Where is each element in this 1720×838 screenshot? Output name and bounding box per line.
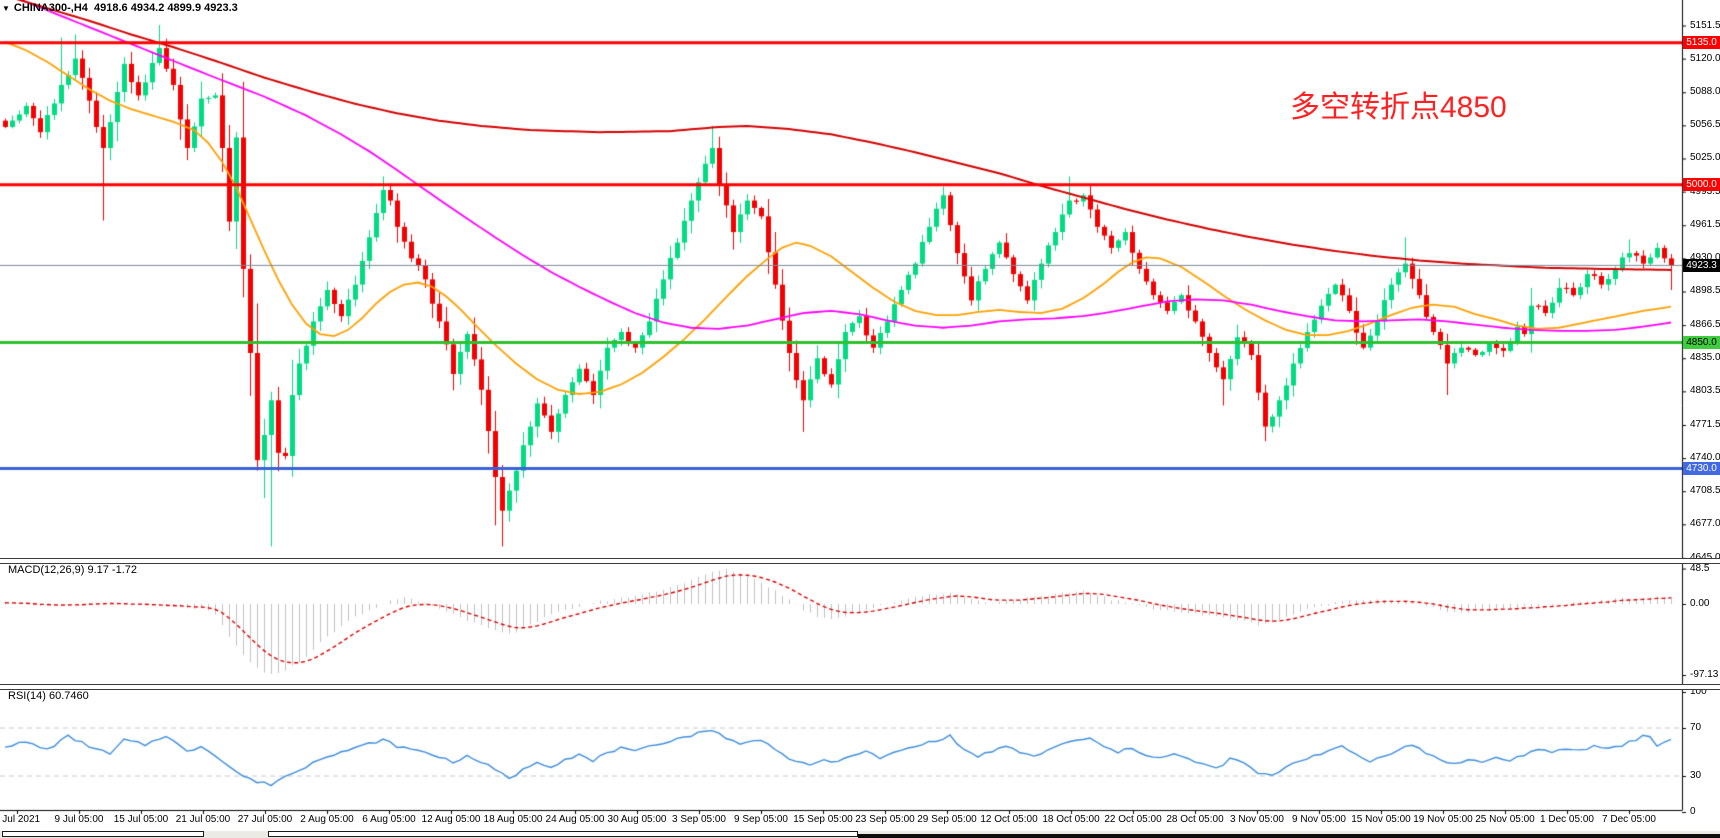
time-tick-label: 1 Dec 05:00 <box>1540 814 1594 825</box>
price-tick-label: 4835.0 <box>1690 352 1720 364</box>
pane-splitter-main-macd[interactable] <box>0 558 1720 564</box>
price-badge-support-4730: 4730.0 <box>1683 462 1720 476</box>
price-tick-label: 5025.0 <box>1690 152 1720 164</box>
time-tick-label: 30 Aug 05:00 <box>607 814 667 825</box>
macd-tick-label: -97.13 <box>1690 669 1719 680</box>
price-tick-label: 5088.0 <box>1690 86 1720 98</box>
time-tick-label: 9 Sep 05:00 <box>734 814 788 825</box>
price-badge-bid: 4923.3 <box>1683 258 1720 272</box>
macd-tick-label: 48.5 <box>1690 562 1710 574</box>
scrollbar-segment[interactable] <box>268 831 858 837</box>
time-tick-label: 21 Jul 05:00 <box>175 814 231 825</box>
time-tick-label: 18 Oct 05:00 <box>1042 814 1100 825</box>
time-tick-label: 7 Dec 05:00 <box>1602 814 1656 825</box>
time-tick-label: 3 Sep 05:00 <box>672 814 726 825</box>
price-tick-label: 4898.5 <box>1690 285 1720 297</box>
time-tick-label: 29 Sep 05:00 <box>917 814 977 825</box>
time-tick-label: 9 Jul 05:00 <box>54 814 104 825</box>
rsi-tick-label: 100 <box>1690 686 1707 697</box>
time-tick-label: 6 Aug 05:00 <box>362 814 416 825</box>
time-tick-label: 15 Jul 05:00 <box>113 814 169 825</box>
time-tick-label: 27 Jul 05:00 <box>237 814 293 825</box>
price-badge-resistance-5000: 5000.0 <box>1683 178 1720 192</box>
time-tick-label: 19 Nov 05:00 <box>1413 814 1473 825</box>
time-tick-label: 24 Aug 05:00 <box>545 814 605 825</box>
price-badge-resistance-5135: 5135.0 <box>1683 36 1720 50</box>
chart-menu-arrow-icon[interactable]: ▼ <box>2 4 10 13</box>
macd-tick-label: 0.00 <box>1690 598 1710 609</box>
ohlc-values: 4918.6 4934.2 4899.9 4923.3 <box>94 2 238 14</box>
price-tick-label: 4708.5 <box>1690 485 1720 497</box>
symbol-timeframe-label: CHINA300-,H4 <box>13 2 88 14</box>
price-tick-label: 5120.0 <box>1690 52 1720 64</box>
price-tick-label: 4803.5 <box>1690 385 1720 397</box>
price-tick-label: 4740.0 <box>1690 452 1720 464</box>
rsi-indicator-label: RSI(14) 60.7460 <box>8 690 89 702</box>
price-tick-label: 4645.0 <box>1690 552 1720 563</box>
pane-splitter-macd-rsi[interactable] <box>0 684 1720 690</box>
horizontal-scrollbar[interactable] <box>0 831 1720 838</box>
price-tick-label: 4866.5 <box>1690 319 1720 331</box>
macd-indicator-label: MACD(12,26,9) 9.17 -1.72 <box>8 564 138 576</box>
time-tick-label: 15 Nov 05:00 <box>1351 814 1411 825</box>
rsi-tick-label: 0 <box>1690 806 1696 817</box>
scrollbar-thumb[interactable] <box>858 834 1720 838</box>
time-tick-label: 2 Aug 05:00 <box>300 814 354 825</box>
chart-title: ▼ CHINA300-,H4 4918.6 4934.2 4899.9 4923.… <box>2 2 238 14</box>
time-tick-label: 9 Nov 05:00 <box>1292 814 1346 825</box>
price-tick-label: 4677.0 <box>1690 518 1720 530</box>
time-tick-label: 3 Nov 05:00 <box>1230 814 1284 825</box>
rsi-tick-label: 70 <box>1690 722 1702 733</box>
annotation-text: 多空转折点4850 <box>1290 91 1507 124</box>
price-tick-label: 4930.0 <box>1690 252 1720 264</box>
time-tick-label: 22 Oct 05:00 <box>1104 814 1162 825</box>
price-tick-label: 4771.5 <box>1690 418 1720 430</box>
price-badge-support-4850: 4850.0 <box>1683 335 1720 349</box>
rsi-tick-label: 30 <box>1690 770 1702 781</box>
time-tick-label: 28 Oct 05:00 <box>1166 814 1224 825</box>
time-tick-label: 25 Nov 05:00 <box>1475 814 1535 825</box>
price-tick-label: 5151.5 <box>1690 19 1720 31</box>
price-tick-label: 5056.5 <box>1690 119 1720 131</box>
price-tick-label: 4961.5 <box>1690 219 1720 231</box>
time-tick-label: 15 Sep 05:00 <box>793 814 853 825</box>
time-tick-label: 12 Oct 05:00 <box>980 814 1038 825</box>
time-tick-label: 18 Aug 05:00 <box>483 814 543 825</box>
scrollbar-segment[interactable] <box>2 831 204 837</box>
time-tick-label: 12 Aug 05:00 <box>421 814 481 825</box>
time-tick-label: 5 Jul 2021 <box>0 814 41 825</box>
time-tick-label: 23 Sep 05:00 <box>855 814 915 825</box>
